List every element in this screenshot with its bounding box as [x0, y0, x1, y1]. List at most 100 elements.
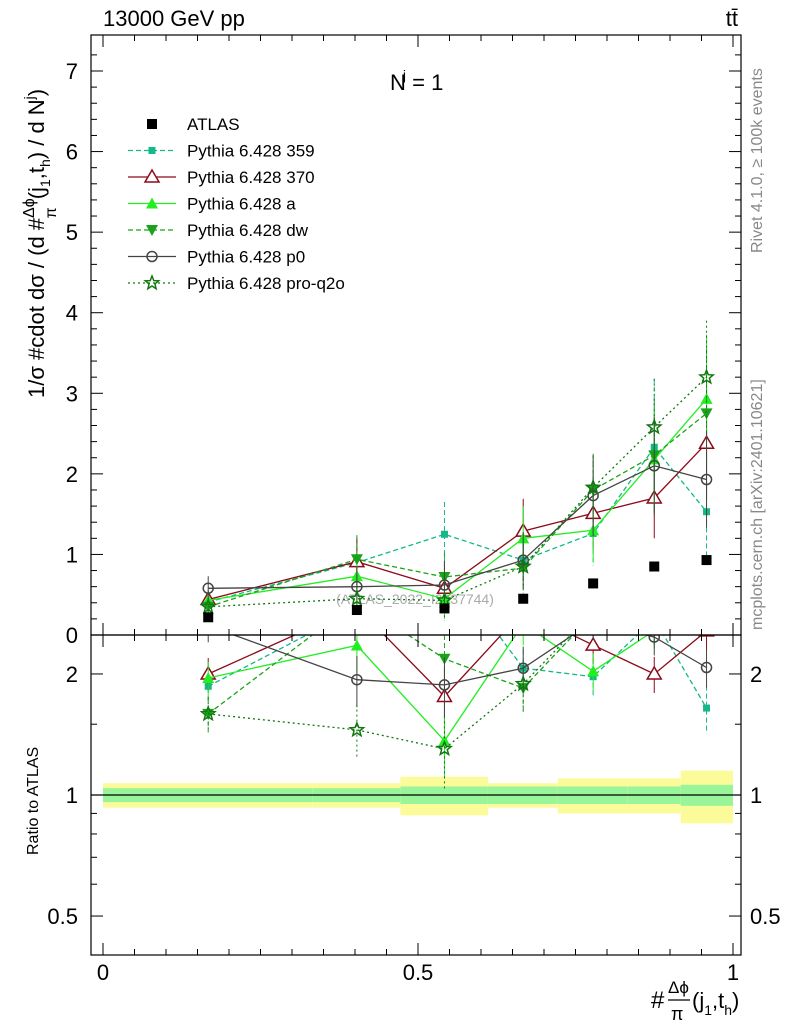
series-line-pdw [208, 412, 707, 608]
legend-label: Pythia 6.428 370 [187, 168, 315, 187]
ratio-point-pa [350, 639, 363, 651]
svg-text:Δϕ: Δϕ [668, 978, 689, 997]
ratio-point-pdw [648, 622, 660, 633]
data-point-pp0 [648, 460, 660, 472]
x-tick-label: 1 [727, 960, 739, 985]
y-tick-label: 1 [66, 542, 78, 567]
njet-annotation: Nj = 1 [390, 67, 443, 95]
ratio-point-pdw [587, 609, 599, 620]
data-point-atlas [701, 555, 712, 566]
data-point-atlas [351, 605, 362, 616]
ratio-panel-data [199, 572, 715, 789]
x-tick-label: 0 [97, 960, 109, 985]
ratio-point-pa [587, 665, 600, 677]
ratio-y-tick-label-right: 0.5 [750, 904, 781, 929]
data-point-pq2o [199, 597, 217, 615]
y-tick-label: 5 [66, 220, 78, 245]
ratio-point-pq2o [587, 605, 600, 618]
ratio-uncertainty-bands [91, 770, 741, 824]
legend-label: Pythia 6.428 359 [187, 142, 315, 161]
ratio-y-tick-label-left: 2 [66, 662, 78, 687]
data-point-pp0 [438, 579, 451, 591]
mcplots-label: mcplots.cern.ch [arXiv:2401.10621] [749, 379, 766, 630]
ratio-point-pdw [701, 601, 713, 612]
ratio-point-pp0 [517, 662, 529, 674]
x-tick-label: 0.5 [403, 960, 434, 985]
legend-marker [143, 273, 161, 291]
ratio-line-pa [208, 635, 649, 742]
ratio-point-p370 [645, 665, 663, 680]
legend: ATLAS Pythia 6.428 359 Pythia 6.428 370 Pyt… [128, 115, 345, 293]
ratio-point-pp0 [648, 635, 660, 643]
data-point-pq2o [435, 591, 454, 608]
ratio-point-pa [701, 589, 713, 600]
y-tick-label: 6 [66, 140, 78, 165]
analysis-watermark: (ATLAS_2022_I2037744) [336, 591, 494, 607]
ratio-point-p370 [584, 636, 602, 651]
main-panel-frame: 0 1 2 3 4 5 6 7 [66, 34, 742, 648]
legend-marker [146, 250, 158, 263]
svg-text:(j1,th): (j1,th) [692, 988, 739, 1018]
data-point-pq2o [645, 417, 663, 435]
legend-label: Pythia 6.428 pro-q2o [187, 274, 345, 293]
data-point-p359 [440, 530, 448, 538]
ratio-y-tick-label-left: 0.5 [47, 904, 78, 929]
ratio-point-p359 [703, 704, 711, 712]
series-line-pa [208, 398, 707, 602]
svg-text:1/σ #cdot dσ / (d #Δϕπ(j1,th): 1/σ #cdot dσ / (d #Δϕ π(j1,th) / d Nj) [21, 89, 60, 398]
data-point-atlas [518, 593, 529, 604]
data-point-pp0 [202, 582, 214, 595]
ratio-point-pp0 [700, 661, 713, 674]
data-point-atlas [588, 578, 599, 589]
legend-marker [147, 119, 157, 129]
series-line-pq2o [208, 376, 707, 608]
ratio-point-pq2o [435, 739, 454, 757]
legend-label: Pythia 6.428 a [187, 195, 296, 214]
legend-label: ATLAS [187, 115, 240, 134]
legend-marker [143, 168, 161, 183]
y-tick-label: 7 [66, 59, 78, 84]
ratio-point-pa [648, 635, 661, 636]
ratio-line-pq2o [208, 635, 572, 750]
data-point-pq2o [697, 368, 716, 385]
x-axis-label: # Δϕ π (j1,th) [651, 978, 739, 1024]
ratio-axis-label: Ratio to ATLAS [25, 747, 42, 855]
y-axis-label: 1/σ #cdot dσ / (d #Δϕ π(j1,th) / d Nj) [21, 89, 60, 398]
ratio-point-pp0 [438, 679, 451, 691]
main-panel-data [199, 320, 716, 623]
ratio-point-pa [202, 671, 215, 683]
ratio-point-pq2o [700, 572, 713, 585]
y-tick-label: 0 [66, 623, 78, 648]
series-line-pp0 [208, 465, 707, 589]
svg-text:π: π [671, 1004, 683, 1024]
data-point-pp0 [700, 473, 713, 486]
legend-label: Pythia 6.428 dw [187, 221, 309, 240]
y-tick-label: 2 [66, 462, 78, 487]
ratio-point-p370 [516, 604, 530, 616]
energy-label: 13000 GeV pp [103, 6, 245, 31]
ratio-point-pp0 [351, 673, 363, 686]
data-point-pq2o [514, 557, 532, 574]
legend-marker [146, 197, 158, 209]
data-point-pq2o [584, 478, 602, 495]
ratio-point-pq2o [514, 674, 532, 692]
ratio-point-pq2o [199, 704, 217, 722]
data-point-pq2o [348, 589, 366, 607]
ratio-point-pq2o [648, 594, 661, 607]
ratio-point-pq2o [348, 720, 366, 738]
ratio-y-tick-label-right: 1 [750, 783, 762, 808]
legend-marker [148, 147, 156, 154]
data-point-atlas [439, 603, 450, 614]
ratio-point-pp0 [588, 616, 598, 626]
rivet-version-label: Rivet 4.1.0, ≥ 100k events [749, 68, 766, 253]
ratio-point-pa [517, 618, 529, 629]
y-tick-label: 4 [66, 301, 78, 326]
legend-marker [146, 225, 158, 236]
data-point-atlas [649, 561, 660, 572]
data-point-pdw [700, 408, 713, 420]
ratio-y-tick-label-right: 2 [750, 662, 762, 687]
ratio-panel-frame: 0.5 1 2 0.5 1 2 0 0.5 1 [47, 634, 781, 985]
ratio-line-p370 [207, 635, 703, 698]
ratio-line-pdw [207, 635, 575, 715]
